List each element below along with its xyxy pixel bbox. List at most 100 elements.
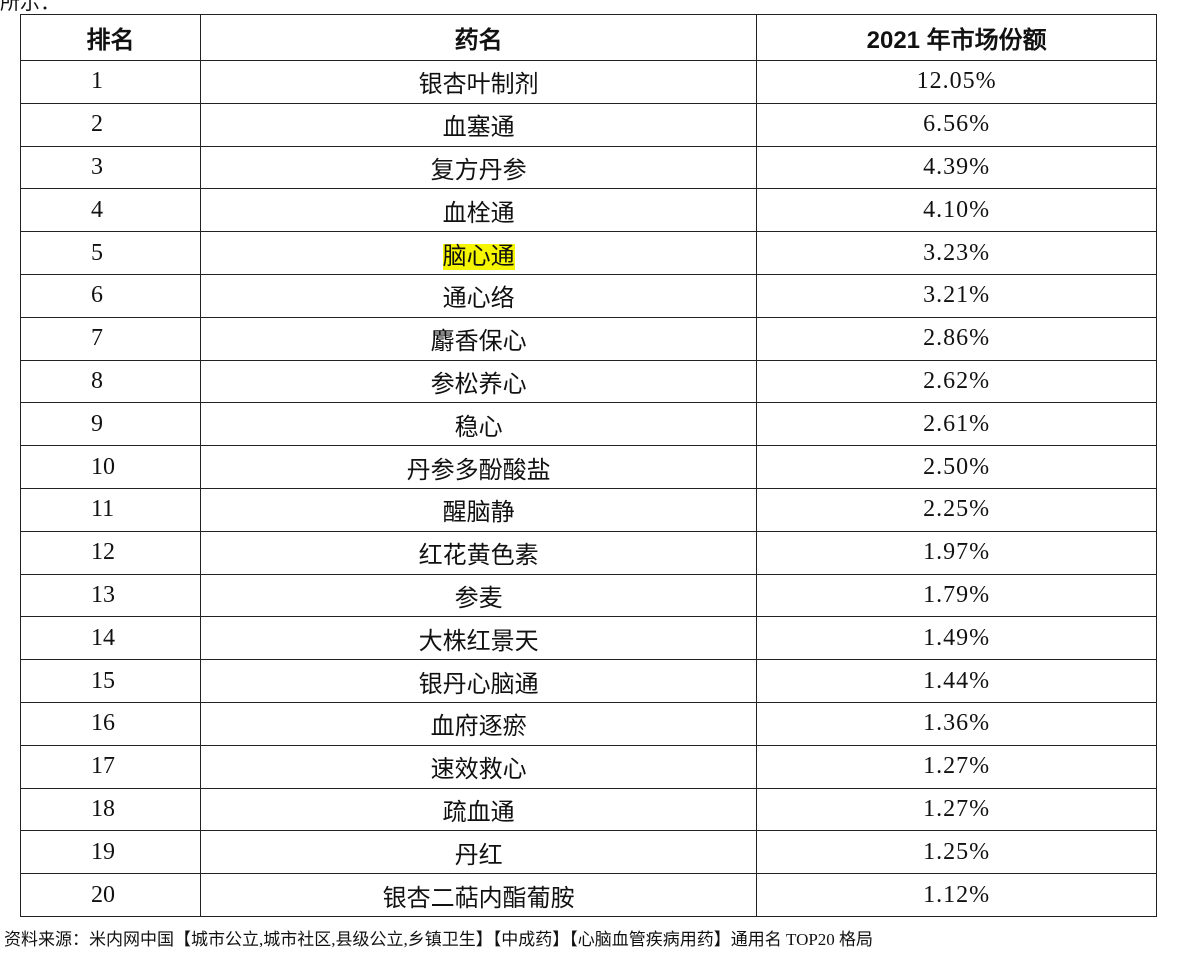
rank-text: 15	[91, 667, 115, 694]
name-cell: 红花黄色素	[199, 530, 758, 575]
share-cell: 2.62%	[756, 359, 1157, 404]
name-cell: 复方丹参	[199, 145, 758, 190]
intro-text: 所示：	[0, 0, 60, 14]
name-text: 银杏叶制剂	[418, 72, 539, 99]
rank-text: 7	[91, 325, 103, 352]
rank-text: 19	[91, 838, 115, 865]
rank-cell: 18	[20, 787, 201, 832]
name-text: 脑心通	[442, 243, 515, 270]
table-row: 4 血栓通 4.10%	[20, 188, 1157, 233]
share-cell: 2.86%	[756, 316, 1157, 361]
market-share-table: 排名 药名 2021 年市场份额 1 银杏叶制剂 12.05% 2 血塞通 6.56% 3 复方丹…	[20, 14, 1157, 917]
table-row: 12 红花黄色素 1.97%	[20, 530, 1157, 575]
share-text: 1.36%	[923, 710, 991, 737]
header-cell: 药名	[199, 14, 758, 61]
share-cell: 2.61%	[756, 402, 1157, 447]
share-cell: 1.27%	[756, 787, 1157, 832]
name-cell: 速效救心	[199, 744, 758, 789]
rank-cell: 2	[20, 102, 201, 147]
share-text: 4.39%	[923, 153, 991, 180]
rank-text: 4	[91, 196, 103, 223]
share-cell: 12.05%	[756, 60, 1157, 104]
rank-text: 5	[91, 239, 103, 266]
share-cell: 2.50%	[756, 445, 1157, 489]
name-cell: 银丹心脑通	[199, 659, 758, 703]
share-text: 6.56%	[923, 111, 991, 138]
rank-cell: 6	[20, 273, 201, 318]
table-row: 10 丹参多酚酸盐 2.50%	[20, 445, 1157, 489]
name-text: 红花黄色素	[418, 543, 539, 570]
rank-cell: 10	[20, 445, 201, 489]
table-body: 1 银杏叶制剂 12.05% 2 血塞通 6.56% 3 复方丹参 4.39% 4 血栓通 4.10%…	[20, 60, 1157, 917]
name-cell: 参松养心	[199, 359, 758, 404]
share-text: 1.27%	[923, 795, 991, 822]
share-cell: 6.56%	[756, 102, 1157, 147]
rank-text: 14	[91, 624, 115, 651]
share-cell: 1.97%	[756, 530, 1157, 575]
header-row: 排名 药名 2021 年市场份额	[20, 14, 1157, 61]
rank-cell: 9	[20, 402, 201, 447]
rank-text: 13	[91, 581, 115, 608]
table-row: 18 疏血通 1.27%	[20, 787, 1157, 832]
rank-cell: 12	[20, 530, 201, 575]
table-row: 6 通心络 3.21%	[20, 273, 1157, 318]
name-cell: 银杏二萜内酯葡胺	[199, 873, 758, 917]
table-header: 排名 药名 2021 年市场份额	[20, 14, 1157, 61]
table-row: 9 稳心 2.61%	[20, 402, 1157, 447]
name-cell: 麝香保心	[199, 316, 758, 361]
table-row: 16 血府逐瘀 1.36%	[20, 701, 1157, 746]
table-row: 13 参麦 1.79%	[20, 573, 1157, 618]
name-text: 参麦	[454, 585, 503, 612]
rank-text: 2	[91, 111, 103, 138]
name-text: 血塞通	[442, 115, 515, 142]
table-row: 20 银杏二萜内酯葡胺 1.12%	[20, 873, 1157, 917]
name-cell: 醒脑静	[199, 487, 758, 532]
rank-cell: 15	[20, 659, 201, 703]
rank-text: 20	[91, 881, 115, 908]
rank-cell: 16	[20, 701, 201, 746]
rank-cell: 20	[20, 873, 201, 917]
name-text: 银杏二萜内酯葡胺	[382, 885, 575, 912]
name-cell: 银杏叶制剂	[199, 60, 758, 104]
table-row: 1 银杏叶制剂 12.05%	[20, 60, 1157, 104]
share-cell: 3.23%	[756, 231, 1157, 275]
name-text: 稳心	[454, 414, 503, 441]
name-cell: 血塞通	[199, 102, 758, 147]
share-cell: 3.21%	[756, 273, 1157, 318]
name-text: 大株红景天	[418, 628, 539, 655]
share-text: 1.79%	[923, 581, 991, 608]
rank-cell: 11	[20, 487, 201, 532]
share-cell: 1.27%	[756, 744, 1157, 789]
name-cell: 血府逐瘀	[199, 701, 758, 746]
share-text: 2.61%	[923, 410, 991, 437]
rank-text: 1	[91, 68, 103, 95]
name-cell: 稳心	[199, 402, 758, 447]
share-text: 2.86%	[923, 325, 991, 352]
name-text: 丹参多酚酸盐	[406, 457, 551, 484]
name-cell: 通心络	[199, 273, 758, 318]
table-row: 15 银丹心脑通 1.44%	[20, 659, 1157, 703]
share-text: 4.10%	[923, 196, 991, 223]
share-cell: 1.12%	[756, 873, 1157, 917]
share-cell: 1.44%	[756, 659, 1157, 703]
name-text: 银丹心脑通	[418, 671, 539, 698]
header-cell: 排名	[20, 14, 201, 61]
header-cell: 2021 年市场份额	[756, 14, 1157, 61]
rank-text: 18	[91, 795, 115, 822]
table-row: 17 速效救心 1.27%	[20, 744, 1157, 789]
share-text: 12.05%	[916, 68, 997, 95]
share-text: 2.50%	[923, 453, 991, 480]
rank-text: 17	[91, 753, 115, 780]
table-row: 7 麝香保心 2.86%	[20, 316, 1157, 361]
name-cell: 丹红	[199, 830, 758, 875]
table-row: 11 醒脑静 2.25%	[20, 487, 1157, 532]
rank-cell: 1	[20, 60, 201, 104]
name-cell: 血栓通	[199, 188, 758, 233]
share-cell: 1.79%	[756, 573, 1157, 618]
name-text: 血栓通	[442, 200, 515, 227]
share-cell: 1.25%	[756, 830, 1157, 875]
table-row: 19 丹红 1.25%	[20, 830, 1157, 875]
rank-cell: 8	[20, 359, 201, 404]
table-row: 14 大株红景天 1.49%	[20, 616, 1157, 661]
